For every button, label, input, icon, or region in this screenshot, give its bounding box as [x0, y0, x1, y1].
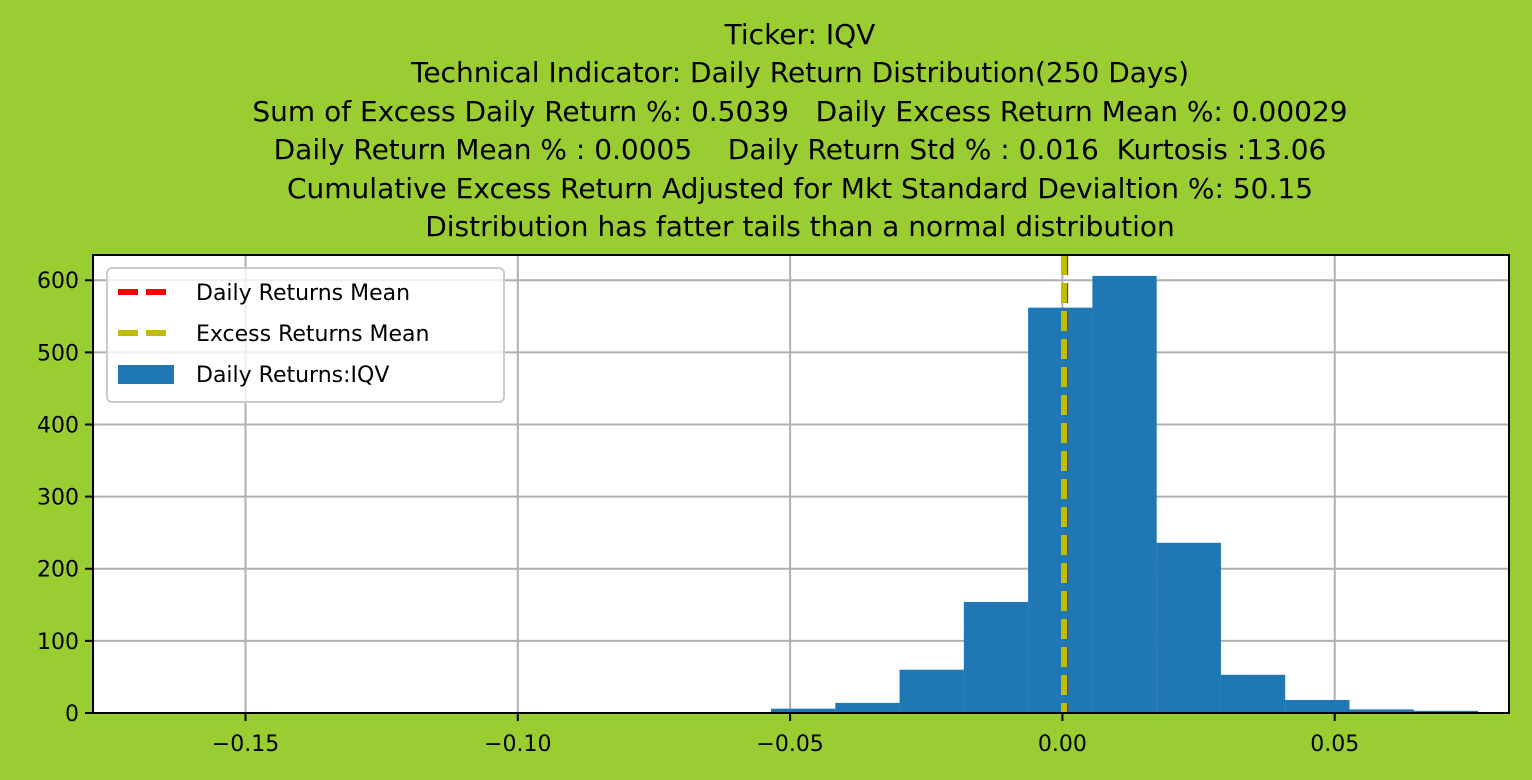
title-line-4: Daily Return Mean % : 0.0005 Daily Retur…: [273, 133, 1327, 167]
histogram-bar: [1220, 674, 1286, 713]
histogram-bars: [577, 275, 1479, 713]
x-tick-label: −0.10: [484, 732, 551, 757]
legend-label-daily-returns-mean: Daily Returns Mean: [196, 281, 410, 306]
x-tick-label: −0.15: [212, 732, 279, 757]
axis-ticks: −0.15 −0.10 −0.05 0.00 0.05 0 100 200 300 400 500 6…: [37, 269, 1359, 757]
legend: Daily Returns Mean Excess Returns Mean D…: [106, 267, 505, 403]
y-tick-label: 600: [37, 269, 79, 294]
y-tick-label: 400: [37, 413, 79, 438]
y-tick-label: 200: [37, 558, 79, 583]
histogram-bar: [963, 601, 1029, 713]
title-line-6: Distribution has fatter tails than a nor…: [425, 210, 1175, 244]
histogram-bar: [1413, 710, 1479, 713]
legend-box: [106, 267, 505, 403]
legend-swatch-daily-returns: [118, 365, 174, 384]
histogram-bar: [835, 702, 900, 713]
title-line-5: Cumulative Excess Return Adjusted for Mk…: [286, 171, 1314, 205]
y-tick-label: 300: [37, 486, 79, 511]
chart-title: Ticker: IQV Technical Indicator: Daily R…: [0, 16, 1532, 246]
mean-lines: [1060, 255, 1069, 713]
title-line-2: Technical Indicator: Daily Return Distri…: [410, 56, 1190, 90]
y-tick-label: 100: [37, 630, 79, 655]
legend-label-daily-returns: Daily Returns:IQV: [196, 363, 389, 388]
histogram-bar: [1156, 542, 1221, 713]
legend-label-excess-returns-mean: Excess Returns Mean: [196, 322, 429, 347]
histogram-bar: [1285, 700, 1350, 713]
x-tick-label: 0.00: [1038, 732, 1087, 757]
histogram-bar: [771, 708, 836, 713]
plot-frame: [92, 254, 1510, 714]
histogram-bar: [1092, 275, 1157, 713]
x-tick-label: 0.05: [1310, 732, 1359, 757]
title-line-1: Ticker: IQV: [724, 18, 876, 51]
y-tick-label: 500: [37, 341, 79, 366]
histogram-bar: [899, 669, 964, 713]
histogram-bar: [1349, 709, 1414, 713]
histogram-bar: [1028, 307, 1093, 713]
x-tick-label: −0.05: [756, 732, 823, 757]
title-line-3: Sum of Excess Daily Return %: 0.5039 Dai…: [252, 94, 1348, 128]
y-tick-label: 0: [65, 702, 79, 727]
